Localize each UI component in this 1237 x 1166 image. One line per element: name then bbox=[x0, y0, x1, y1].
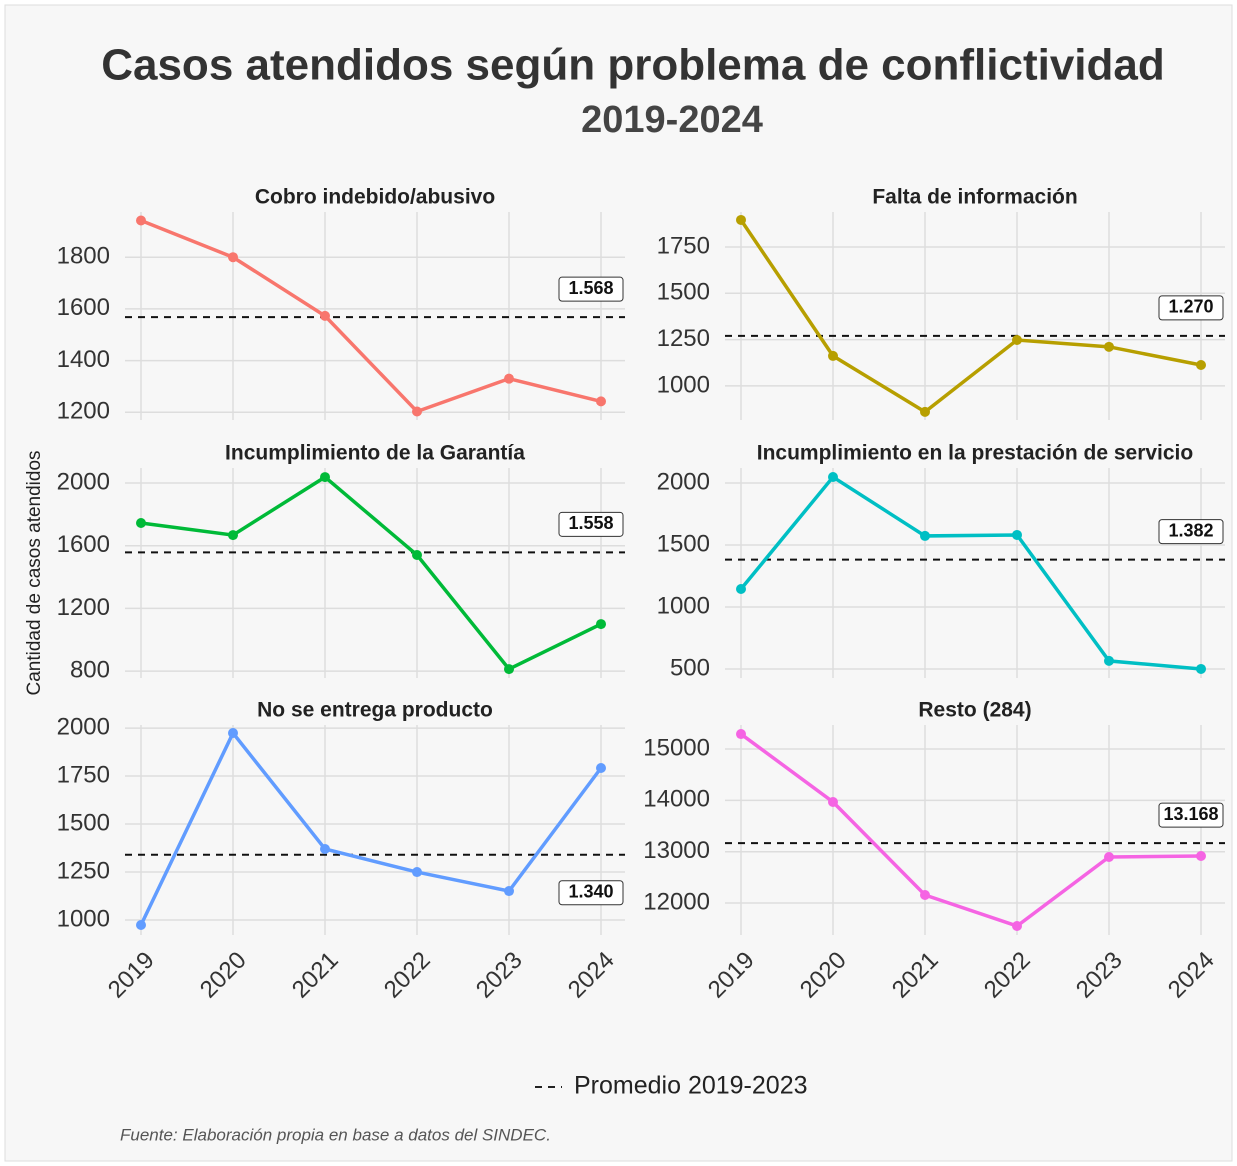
data-point bbox=[920, 890, 930, 901]
data-point bbox=[1104, 852, 1114, 863]
data-point bbox=[596, 619, 606, 630]
data-point bbox=[736, 583, 746, 594]
line-series bbox=[739, 218, 1202, 414]
chart-subtitle: 2019-2024 bbox=[581, 99, 763, 141]
reference-label-box bbox=[1158, 519, 1224, 545]
data-point bbox=[1104, 341, 1114, 352]
y-tick-label: 1250 bbox=[57, 857, 110, 884]
line-series bbox=[739, 474, 1202, 671]
data-point bbox=[320, 472, 330, 483]
y-tick-label: 800 bbox=[70, 656, 110, 683]
reference-label: 1.558 bbox=[568, 513, 613, 533]
y-tick-label: 500 bbox=[670, 654, 710, 681]
line-series bbox=[140, 218, 602, 414]
reference-label-box bbox=[558, 511, 624, 537]
line-series bbox=[739, 732, 1202, 928]
panel-title: Resto (284) bbox=[918, 699, 1031, 722]
y-tick-label: 1600 bbox=[57, 294, 110, 321]
panel-title: Incumplimiento en la prestación de servi… bbox=[757, 442, 1193, 465]
y-tick-label: 1250 bbox=[657, 325, 710, 352]
data-point bbox=[596, 762, 606, 773]
data-point bbox=[1196, 359, 1206, 370]
y-tick-label: 2000 bbox=[657, 468, 710, 495]
data-point bbox=[920, 530, 930, 541]
source-note: Fuente: Elaboración propia en base a dat… bbox=[120, 1125, 551, 1144]
data-point bbox=[1104, 655, 1114, 666]
data-point bbox=[920, 406, 930, 417]
y-axis-label: Cantidad de casos atendidos bbox=[24, 450, 45, 695]
data-point bbox=[596, 396, 606, 407]
data-point bbox=[412, 549, 422, 560]
data-point bbox=[136, 518, 146, 529]
y-tick-label: 12000 bbox=[643, 888, 710, 915]
y-tick-label: 1750 bbox=[657, 232, 710, 259]
data-point bbox=[504, 373, 514, 384]
data-point bbox=[1196, 850, 1206, 861]
reference-label-box bbox=[1158, 802, 1224, 828]
y-tick-label: 1000 bbox=[657, 592, 710, 619]
reference-label: 1.340 bbox=[568, 882, 613, 902]
reference-label: 1.382 bbox=[1168, 520, 1213, 540]
data-point bbox=[1012, 334, 1022, 345]
reference-label: 13.168 bbox=[1163, 804, 1218, 824]
y-tick-label: 13000 bbox=[643, 837, 710, 864]
panel-title: Cobro indebido/abusivo bbox=[255, 186, 495, 209]
y-tick-label: 14000 bbox=[643, 786, 710, 813]
data-point bbox=[828, 350, 838, 361]
reference-label: 1.568 bbox=[568, 278, 613, 298]
legend-label: Promedio 2019-2023 bbox=[574, 1072, 808, 1100]
y-tick-label: 1800 bbox=[57, 243, 110, 270]
line-series bbox=[140, 474, 602, 672]
data-point bbox=[412, 406, 422, 417]
data-point bbox=[228, 530, 238, 541]
y-tick-label: 15000 bbox=[643, 734, 710, 761]
reference-label-box bbox=[558, 880, 624, 906]
data-point bbox=[320, 310, 330, 321]
line-series bbox=[139, 729, 603, 926]
panel-title: No se entrega producto bbox=[257, 699, 493, 722]
y-tick-label: 2000 bbox=[57, 468, 110, 495]
data-point bbox=[1012, 921, 1022, 932]
background bbox=[4, 4, 1233, 1162]
data-point bbox=[228, 728, 238, 739]
data-point bbox=[736, 729, 746, 740]
data-point bbox=[504, 664, 514, 675]
data-point bbox=[136, 215, 146, 226]
y-tick-label: 1000 bbox=[657, 371, 710, 398]
data-point bbox=[828, 796, 838, 807]
y-tick-label: 1500 bbox=[657, 530, 710, 557]
panel-title: Falta de información bbox=[872, 186, 1077, 209]
data-point bbox=[736, 214, 746, 225]
data-point bbox=[1012, 529, 1022, 540]
y-tick-label: 1400 bbox=[57, 346, 110, 373]
reference-label: 1.270 bbox=[1168, 297, 1213, 317]
data-point bbox=[1196, 663, 1206, 674]
panel-title: Incumplimiento de la Garantía bbox=[225, 442, 525, 465]
y-tick-label: 1500 bbox=[657, 279, 710, 306]
data-point bbox=[228, 252, 238, 263]
data-point bbox=[828, 472, 838, 483]
chart-title: Casos atendidos según problema de confli… bbox=[101, 41, 1165, 90]
y-tick-label: 1750 bbox=[57, 761, 110, 788]
y-tick-label: 1600 bbox=[57, 531, 110, 558]
reference-label-box bbox=[558, 276, 624, 302]
y-tick-label: 2000 bbox=[57, 713, 110, 740]
data-point bbox=[412, 867, 422, 878]
data-point bbox=[504, 886, 514, 897]
reference-label-box bbox=[1158, 295, 1224, 321]
y-tick-label: 1200 bbox=[57, 594, 110, 621]
data-point bbox=[320, 844, 330, 855]
data-point bbox=[136, 920, 146, 931]
y-tick-label: 1500 bbox=[57, 809, 110, 836]
y-tick-label: 1200 bbox=[57, 398, 110, 425]
y-tick-label: 1000 bbox=[57, 905, 110, 932]
